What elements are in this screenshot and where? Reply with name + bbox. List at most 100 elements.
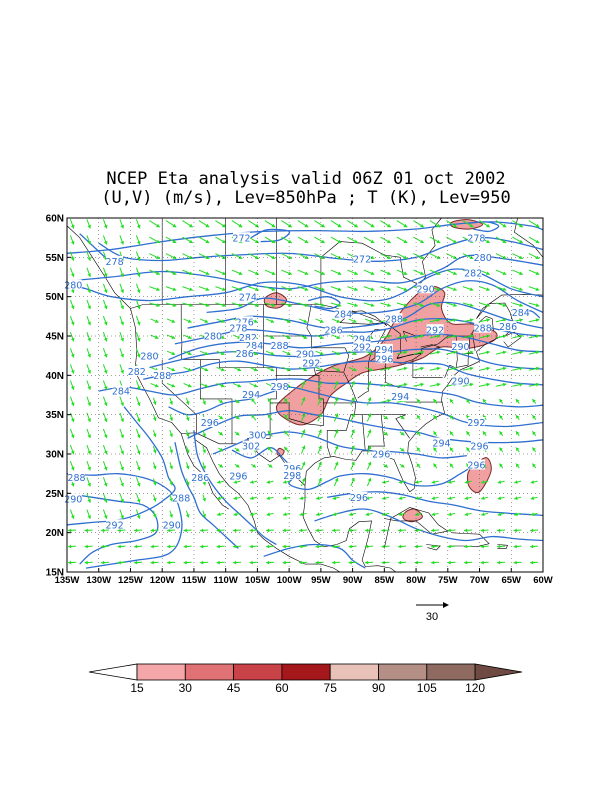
wind-vector bbox=[350, 380, 355, 390]
wind-vector bbox=[446, 269, 457, 275]
wind-vector bbox=[202, 462, 206, 470]
wind-vector bbox=[396, 302, 408, 307]
wind-vector bbox=[298, 318, 308, 323]
wind-vector bbox=[265, 366, 275, 372]
lat-label: 20N bbox=[46, 528, 64, 539]
wind-vector bbox=[399, 415, 405, 420]
wind-vector bbox=[69, 315, 75, 326]
wind-vector bbox=[169, 478, 173, 486]
wind-vector bbox=[119, 235, 124, 245]
isotherm-label-bg bbox=[417, 283, 435, 294]
wind-vector bbox=[152, 413, 157, 422]
wind-vector bbox=[382, 512, 390, 517]
wind-vector bbox=[398, 544, 407, 549]
isotherm-label-bg bbox=[153, 369, 171, 380]
coast-line-33 bbox=[357, 362, 369, 399]
wind-vector bbox=[446, 253, 458, 260]
wind-vector bbox=[249, 382, 258, 388]
wind-vector bbox=[315, 512, 324, 517]
wind-vector bbox=[347, 220, 359, 228]
wind-vector bbox=[314, 302, 325, 307]
isotherm-label-bg bbox=[236, 347, 254, 358]
wind-vector bbox=[134, 528, 143, 533]
wind-vector bbox=[299, 512, 307, 517]
wind-vector bbox=[363, 269, 375, 275]
coast-line-14 bbox=[393, 353, 423, 364]
wind-vector bbox=[183, 350, 192, 356]
wind-vector bbox=[530, 480, 538, 484]
isotherm-label: 300 bbox=[248, 431, 266, 442]
wind-vector bbox=[331, 350, 341, 356]
wind-vector bbox=[233, 512, 241, 517]
coast-line-24 bbox=[200, 359, 233, 444]
isotherm-label: 284 bbox=[512, 308, 530, 319]
wind-vector bbox=[102, 493, 108, 503]
wind-vector bbox=[314, 286, 325, 291]
colorbar-segment bbox=[233, 663, 283, 681]
wind-vector bbox=[413, 350, 424, 355]
wind-vector bbox=[512, 269, 523, 275]
isotherm-label-bg bbox=[302, 357, 320, 368]
wind-vector bbox=[282, 496, 291, 500]
wind-vector bbox=[333, 413, 339, 422]
wind-vector bbox=[202, 429, 206, 438]
wind-vector bbox=[119, 444, 124, 455]
isotherm-label: 292 bbox=[302, 358, 320, 369]
wind-vector bbox=[200, 528, 209, 533]
isotherm-label: 302 bbox=[242, 442, 260, 453]
wind-vector bbox=[165, 253, 177, 260]
wind-vector bbox=[300, 429, 306, 438]
wind-vector bbox=[283, 446, 290, 453]
wind-vector bbox=[396, 366, 408, 371]
wind-vector bbox=[282, 528, 291, 533]
wind-vector bbox=[218, 415, 224, 420]
wind-vector bbox=[134, 560, 143, 565]
isotherm-label: 284 bbox=[334, 310, 352, 321]
wind-vector bbox=[530, 528, 539, 533]
wind-vector bbox=[366, 445, 372, 454]
isotherm-label-bg bbox=[474, 322, 492, 333]
wind-vector bbox=[381, 528, 390, 533]
wind-vector bbox=[347, 269, 358, 275]
lat-label: 55N bbox=[46, 253, 64, 264]
wind-vector bbox=[86, 332, 91, 342]
wind-vector bbox=[169, 510, 173, 518]
isotherm-label: 288 bbox=[153, 371, 171, 382]
wind-vector bbox=[347, 286, 358, 291]
isotherm-10 bbox=[143, 360, 544, 386]
isotherm-label: 280 bbox=[204, 332, 222, 343]
wind-vector bbox=[330, 286, 342, 291]
wind-vector bbox=[429, 366, 441, 371]
wind-vector bbox=[117, 528, 126, 533]
isotherm-label-bg bbox=[229, 322, 247, 333]
wind-vector bbox=[528, 286, 540, 291]
wind-vector bbox=[446, 236, 458, 244]
wind-vector bbox=[479, 286, 490, 291]
wind-vector bbox=[531, 447, 537, 453]
isotherm-label: 284 bbox=[245, 341, 263, 352]
wind-vector bbox=[350, 429, 355, 438]
isotherm-label-bg bbox=[128, 365, 146, 376]
wind-vector bbox=[198, 220, 210, 228]
wind-vector bbox=[249, 512, 258, 517]
wind-vector bbox=[332, 544, 341, 549]
wind-vector bbox=[149, 253, 161, 260]
wind-vector bbox=[413, 302, 424, 307]
isotherm-label: 294 bbox=[432, 439, 450, 450]
isotherm-label-bg bbox=[372, 448, 390, 459]
wind-vector bbox=[413, 220, 425, 228]
wind-vector bbox=[447, 528, 456, 533]
wind-vector bbox=[314, 236, 326, 244]
wind-vector bbox=[531, 430, 537, 437]
lon-label: 100W bbox=[277, 575, 302, 586]
wind-vector bbox=[497, 496, 505, 500]
wind-vector bbox=[232, 382, 242, 388]
wind-vector bbox=[183, 334, 192, 339]
wind-vector bbox=[531, 463, 537, 469]
wind-vector bbox=[431, 528, 440, 533]
wind-vector bbox=[314, 220, 326, 228]
wind-vector bbox=[350, 461, 355, 470]
wind-vector bbox=[249, 496, 258, 500]
isotherm-label: 272 bbox=[353, 255, 371, 266]
wind-vector bbox=[446, 318, 457, 323]
